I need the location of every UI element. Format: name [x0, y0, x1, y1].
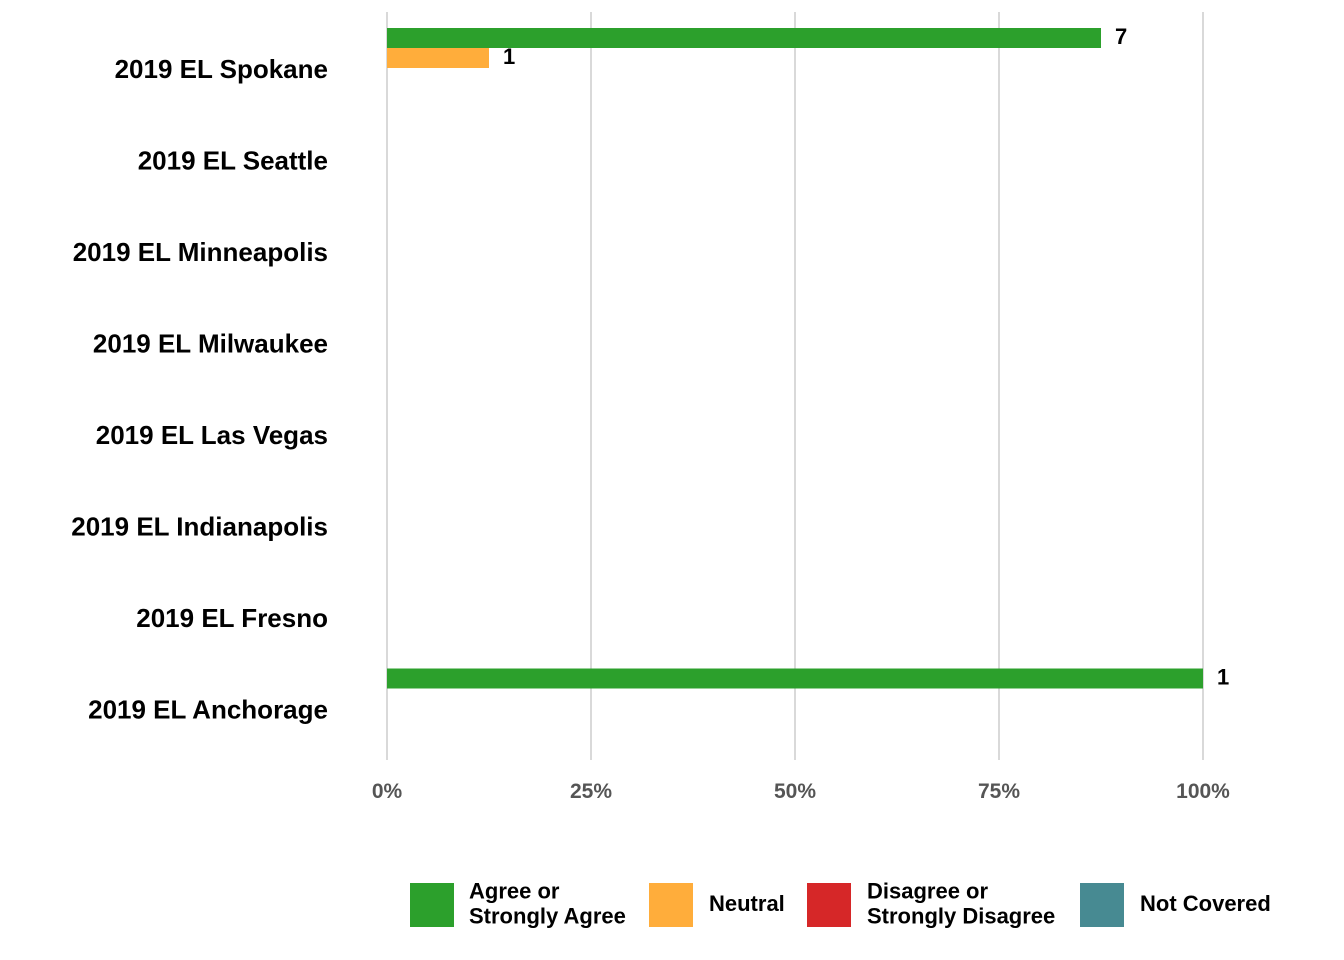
legend-label: Strongly Agree [469, 903, 626, 928]
legend-label: Disagree or [867, 878, 988, 903]
bars [387, 28, 1203, 689]
category-label: 2019 EL Milwaukee [93, 328, 328, 358]
category-axis: 2019 EL Spokane 2019 EL Seattle 2019 EL Mi… [71, 54, 328, 725]
x-tick-label: 75% [978, 780, 1020, 803]
category-label: 2019 EL Fresno [136, 603, 328, 633]
gridlines [386, 12, 1204, 760]
legend-swatch [1080, 883, 1124, 927]
legend-label: Neutral [709, 891, 785, 916]
x-tick-label: 0% [372, 780, 403, 803]
bar-count-label: 1 [503, 44, 515, 69]
category-label: 2019 EL Seattle [138, 145, 328, 175]
category-label: 2019 EL Anchorage [88, 694, 328, 724]
bar-count-label: 7 [1115, 24, 1127, 49]
legend-label: Agree or [469, 878, 560, 903]
x-tick-label: 100% [1176, 780, 1230, 803]
category-label: 2019 EL Indianapolis [71, 511, 328, 541]
category-label: 2019 EL Las Vegas [96, 420, 328, 450]
category-label: 2019 EL Spokane [115, 54, 328, 84]
value-axis: 0% 25% 50% 75% 100% [372, 780, 1230, 803]
bar [387, 28, 1101, 48]
legend-swatch [410, 883, 454, 927]
legend-swatch [807, 883, 851, 927]
bar [387, 48, 489, 68]
category-label: 2019 EL Minneapolis [73, 237, 328, 267]
bar [387, 668, 1203, 689]
legend-swatch [649, 883, 693, 927]
legend-label: Not Covered [1140, 891, 1271, 916]
bar-count-label: 1 [1217, 664, 1229, 689]
x-tick-label: 25% [570, 780, 612, 803]
x-tick-label: 50% [774, 780, 816, 803]
legend-label: Strongly Disagree [867, 903, 1055, 928]
data-labels: 7 1 1 [503, 24, 1229, 690]
